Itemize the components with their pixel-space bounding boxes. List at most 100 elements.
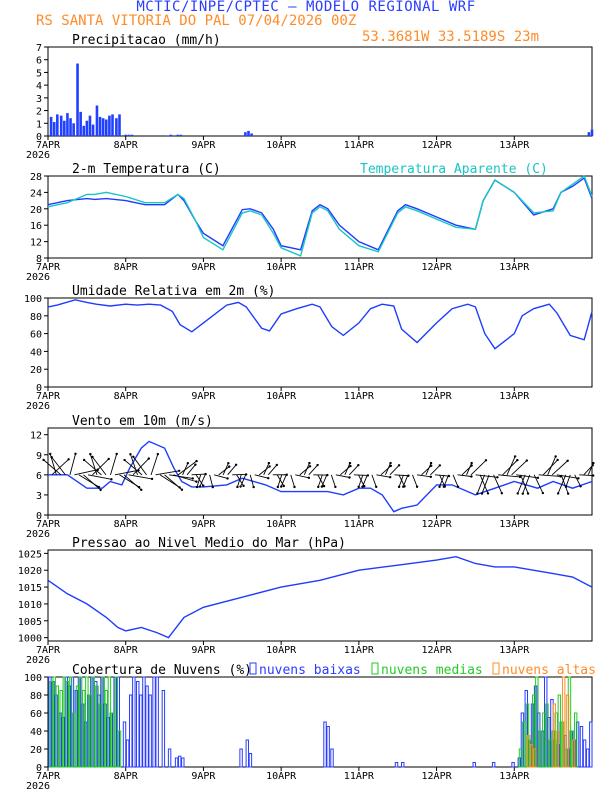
wind-arrow-head <box>180 488 184 491</box>
wind-arrow <box>517 474 526 494</box>
wind-arrow-head <box>191 477 194 480</box>
cloud-bar <box>68 676 73 768</box>
y-tick-label: 80 <box>30 691 42 702</box>
y-tick-label: 100 <box>24 294 42 305</box>
wind-arrow <box>199 474 206 487</box>
panel-title: Cobertura de Nuvens (%) <box>72 663 252 678</box>
wind-arrow-head <box>268 465 271 468</box>
legend-label: nuvens altas <box>502 663 596 678</box>
y-tick-label: 0 <box>36 383 42 394</box>
x-tick-label: 13APR <box>499 645 530 656</box>
y-tick-label: 12 <box>30 431 42 442</box>
wind-arrow <box>110 453 118 475</box>
wind-arrow <box>83 459 102 476</box>
wind-arrow <box>87 474 112 480</box>
wind-arrow <box>114 469 139 476</box>
cloud-bar <box>511 762 515 768</box>
cloud-bar <box>491 762 496 768</box>
y-tick-label: 9 <box>36 451 42 462</box>
precip-bar <box>98 116 102 136</box>
wind-arrow-head <box>442 485 446 488</box>
x-tick-label: 13APR <box>499 391 530 402</box>
cloud-bar <box>132 676 136 768</box>
precip-bar <box>111 114 114 136</box>
wind-arrow <box>430 465 441 476</box>
wind-arrow-head <box>91 455 94 459</box>
cloud-bar <box>55 685 60 768</box>
wind-arrow-head <box>476 492 479 495</box>
precip-bar <box>179 134 183 136</box>
wind-arrow <box>128 474 153 480</box>
y-tick-label: 1015 <box>18 583 42 594</box>
wind-arrow-head <box>308 461 311 465</box>
precip-bar <box>169 134 173 136</box>
x-year-label: 2026 <box>26 781 50 792</box>
wind-arrow-head <box>500 492 504 495</box>
x-tick-label: 10APR <box>266 771 297 782</box>
y-tick-label: 40 <box>30 347 42 358</box>
panel-wind <box>42 427 595 519</box>
cloud-bar <box>548 739 552 768</box>
wind-arrow <box>579 474 594 476</box>
wind-arrow <box>277 474 283 488</box>
cloud-bar <box>239 748 243 768</box>
wind-arrow <box>43 459 62 476</box>
header-station: RS SANTA VITORIA DO PAL 07/04/2026 00Z <box>36 13 357 29</box>
wind-arrow-head <box>42 458 45 462</box>
x-tick-label: 12APR <box>422 391 453 402</box>
wind-arrow-head <box>211 485 214 489</box>
cloud-bar <box>136 681 140 768</box>
x-tick-label: 12APR <box>422 771 453 782</box>
wind-arrow <box>362 474 368 487</box>
wind-arrow <box>196 474 202 488</box>
x-tick-label: 7APR <box>36 771 61 782</box>
wind-arrow <box>476 474 486 494</box>
wind-arrow <box>416 474 431 478</box>
cloud-bar <box>472 762 476 768</box>
cloud-bar <box>521 721 526 768</box>
wind-arrow-head <box>129 453 132 456</box>
panel-frame <box>47 427 593 516</box>
cloud-bar <box>98 703 102 768</box>
y-tick-label: 3 <box>36 491 42 502</box>
x-tick-label: 13APR <box>499 140 530 151</box>
cloud-bar <box>248 753 253 768</box>
wind-arrow-head <box>275 463 279 467</box>
y-tick-label: 4 <box>36 81 42 92</box>
cloud-bar <box>161 690 166 768</box>
cloud-bar <box>394 762 399 768</box>
cloud-bar <box>107 676 112 768</box>
cloud-bar <box>110 712 115 768</box>
wind-arrow-head <box>115 452 118 456</box>
cloud-bar <box>117 730 122 768</box>
wind-arrow <box>394 474 409 477</box>
wind-arrow <box>83 474 101 491</box>
cloud-bar <box>401 762 405 768</box>
cloud-bar <box>330 748 334 768</box>
y-tick-label: 1 <box>36 119 42 130</box>
wind-arrow <box>89 453 98 475</box>
x-year-label: 2026 <box>26 401 50 412</box>
cloud-bar <box>545 703 549 768</box>
series-line <box>47 555 593 639</box>
y-tick-label: 40 <box>30 727 42 738</box>
wind-arrow <box>240 474 247 487</box>
x-tick-label: 13APR <box>499 262 530 273</box>
wind-arrow-head <box>525 459 529 462</box>
precip-bar <box>76 63 79 136</box>
wind-arrow-head <box>334 485 337 489</box>
wind-arrow <box>129 454 138 475</box>
wind-arrow <box>74 469 98 476</box>
panel-title: 2-m Temperatura (C) <box>72 162 221 177</box>
wind-arrow <box>254 474 269 479</box>
cloud-bar <box>88 694 92 768</box>
precip-bar <box>115 118 118 136</box>
x-tick-label: 8APR <box>114 771 139 782</box>
cloud-bar <box>585 748 590 768</box>
wind-arrow <box>481 474 490 494</box>
wind-arrow-head <box>541 491 545 495</box>
wind-arrow-head <box>140 488 143 492</box>
wind-arrow-head <box>357 463 360 467</box>
wind-arrow <box>92 456 107 476</box>
precip-bar <box>104 119 108 136</box>
